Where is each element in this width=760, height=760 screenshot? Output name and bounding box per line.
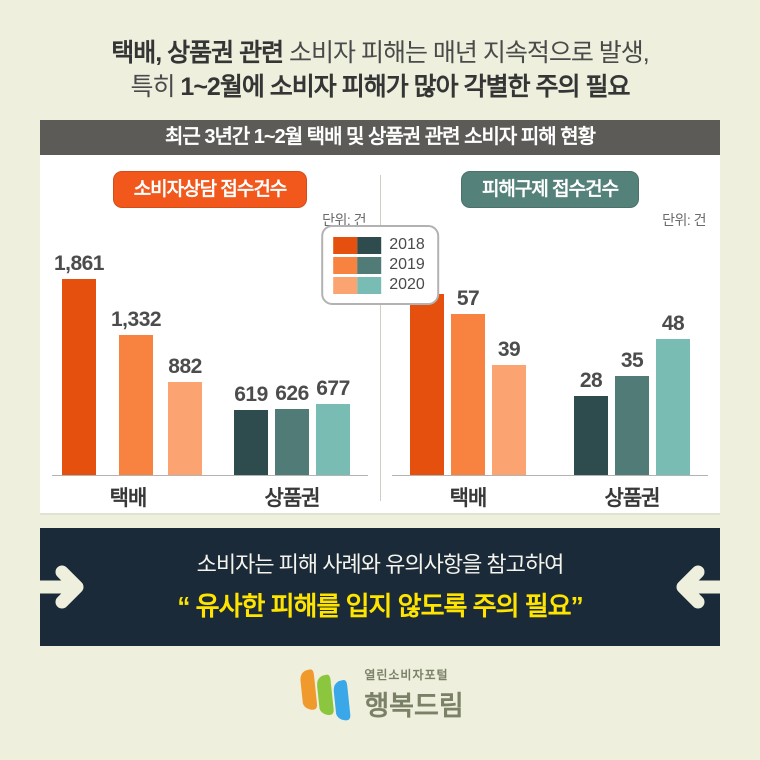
bar-2018-상품권: 619: [234, 383, 268, 475]
bar-group-상품권: 619 626 677: [233, 377, 351, 475]
legend-row-2019: 2019: [333, 256, 425, 274]
happydream-logo: 열린소비자포털 행복드림: [0, 663, 760, 725]
left-unit-label: 단위: 건: [322, 212, 366, 228]
bar-2019-상품권: 35: [615, 349, 649, 475]
category-label-택배: 택배: [109, 487, 148, 510]
bar-rect: [119, 335, 154, 475]
bar-value-label: 57: [456, 287, 480, 310]
bar-2018-택배: 1,861: [53, 252, 105, 475]
legend-year-label: 2019: [389, 256, 425, 273]
bar-value-label: 882: [168, 355, 202, 378]
bar-rect: [574, 396, 608, 475]
legend-swatch-gift-2019: [357, 256, 382, 274]
chart-consumer-counseling: 소비자상담 접수건수 단위: 건 1,861 1,332 882 619 626 677 …: [40, 155, 380, 513]
legend-swatch-parcel-2018: [333, 236, 358, 254]
category-label-상품권: 상품권: [604, 487, 661, 510]
left-x-axis: [52, 475, 368, 476]
bar-2019-택배: 57: [451, 287, 485, 475]
bar-value-label: 677: [316, 377, 350, 400]
bar-rect: [168, 382, 203, 475]
bar-rect: [451, 314, 485, 475]
bar-2019-택배: 1,332: [111, 308, 162, 475]
page-title: 택배, 상품권 관련 소비자 피해는 매년 지속적으로 발생, 특히 1~2월에…: [0, 0, 760, 104]
bar-value-label: 626: [275, 382, 309, 405]
legend-year-label: 2020: [389, 276, 425, 293]
chart-divider-line: [380, 175, 381, 501]
bar-rect: [656, 339, 690, 475]
bar-2020-상품권: 48: [656, 312, 690, 475]
bar-rect: [234, 410, 268, 475]
bar-value-label: 1,861: [53, 252, 105, 275]
bar-value-label: 28: [579, 369, 603, 392]
left-chart-title-badge: 소비자상담 접수건수: [112, 171, 308, 208]
bar-rect: [492, 365, 526, 475]
title-line1-rest: 소비자 피해는 매년 지속적으로 발생,: [283, 39, 650, 67]
bar-2020-상품권: 677: [316, 377, 350, 475]
legend-row-2018: 2018: [333, 236, 425, 254]
bar-value-label: 35: [620, 349, 644, 372]
title-line-2: 특히 1~2월에 소비자 피해가 많아 각별한 주의 필요: [0, 70, 760, 104]
legend-year-label: 2018: [389, 236, 425, 253]
title-line2-light: 특히: [130, 73, 181, 101]
bar-rect: [275, 409, 309, 475]
bar-rect: [410, 294, 444, 475]
arrow-right-icon: [40, 565, 84, 609]
title-line1-bold: 택배, 상품권 관련: [111, 39, 284, 67]
right-category-labels: 택배 상품권: [380, 476, 720, 512]
bar-value-label: 1,332: [111, 308, 162, 331]
legend-row-2020: 2020: [333, 276, 425, 294]
bar-value-label: 48: [661, 312, 685, 335]
bar-rect: [615, 376, 649, 475]
logo-text: 열린소비자포털 행복드림: [364, 666, 463, 723]
category-label-상품권: 상품권: [264, 487, 321, 510]
logo-name: 행복드림: [364, 690, 464, 721]
chart-panel-title: 최근 3년간 1~2월 택배 및 상품권 관련 소비자 피해 현황: [40, 120, 720, 155]
left-category-labels: 택배 상품권: [40, 476, 380, 512]
chart-panel: 최근 3년간 1~2월 택배 및 상품권 관련 소비자 피해 현황 2018 20…: [40, 120, 720, 513]
bar-value-label: 39: [497, 338, 521, 361]
right-unit-label: 단위: 건: [662, 212, 706, 228]
title-line-1: 택배, 상품권 관련 소비자 피해는 매년 지속적으로 발생,: [0, 36, 760, 70]
banner-text-line1: 소비자는 피해 사례와 유의사항을 참고하여: [196, 552, 565, 577]
bar-value-label: 619: [234, 383, 268, 406]
bar-rect: [316, 404, 350, 475]
bar-group-택배: 1,861 1,332 882: [54, 252, 202, 475]
right-chart-title-badge: 피해구제 접수건수: [460, 171, 640, 208]
legend-swatch-parcel-2019: [333, 256, 358, 274]
bar-group-상품권: 28 35 48: [573, 312, 691, 475]
legend-swatch-gift-2020: [357, 276, 382, 294]
title-line2-bold: 1~2월에 소비자 피해가 많아 각별한 주의 필요: [180, 73, 630, 101]
arrow-left-icon: [676, 565, 720, 609]
charts-container: 2018 2019 2020 소비자상담 접수건수 단위: 건 1,861 1,332…: [40, 155, 720, 513]
bar-2019-상품권: 626: [275, 382, 309, 475]
right-bars-area: 645739283548: [380, 249, 720, 475]
notice-banner: 소비자는 피해 사례와 유의사항을 참고하여 “ 유사한 피해를 입지 않도록 …: [40, 528, 720, 646]
bar-2020-택배: 882: [168, 355, 202, 475]
happydream-logo-icon: [300, 669, 351, 721]
legend-swatch-parcel-2020: [333, 276, 358, 294]
legend-swatch-gift-2018: [357, 236, 382, 254]
bar-2018-상품권: 28: [574, 369, 608, 475]
bar-2020-택배: 39: [492, 338, 526, 475]
logo-subtitle: 열린소비자포털: [364, 667, 449, 682]
right-x-axis: [392, 475, 708, 476]
bar-rect: [61, 279, 96, 475]
left-bars-area: 1,861 1,332 882 619 626 677: [40, 249, 380, 475]
chart-legend: 2018 2019 2020: [321, 225, 439, 305]
category-label-택배: 택배: [449, 487, 488, 510]
banner-text-line2: “ 유사한 피해를 입지 않도록 주의 필요”: [177, 591, 583, 621]
